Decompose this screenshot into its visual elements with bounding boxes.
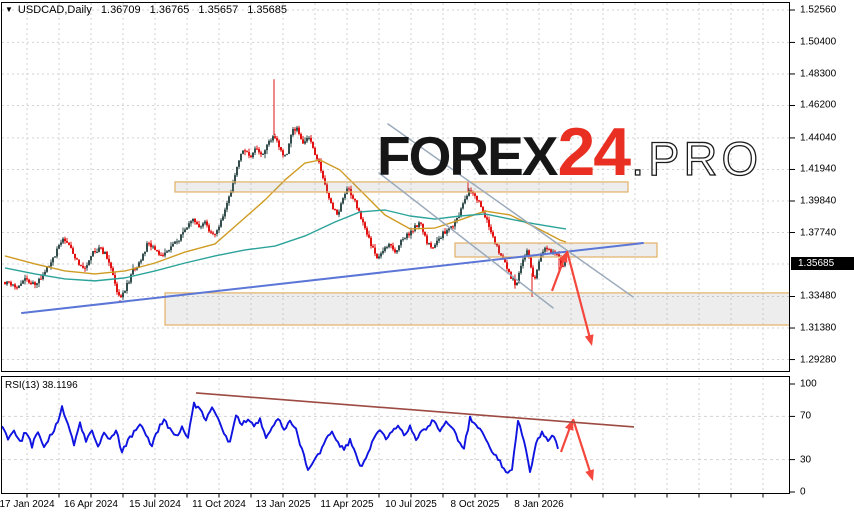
date-axis-label: 11 Oct 2024 (192, 499, 246, 510)
rsi-line (2, 401, 559, 474)
rsi-axis-label: 0 (800, 486, 806, 498)
date-axis-label: 8 Jan 2026 (514, 499, 564, 510)
chart-header: ▼ USDCAD,Daily 1.36709 1.36765 1.35657 1… (5, 4, 287, 16)
date-axis-label: 11 Apr 2025 (320, 499, 374, 510)
watermark-pro: .PRO (630, 132, 763, 185)
ma-mid (4, 209, 567, 282)
price-zone (174, 181, 629, 193)
main-panel-border (1, 2, 790, 372)
symbol-dropdown-icon[interactable]: ▼ (5, 5, 13, 14)
watermark-forex: FOREX (377, 125, 558, 187)
rsi-indicator-label: RSI(13) 38.1196 (5, 380, 78, 391)
trendline-channel-lower (378, 172, 554, 309)
ma-slow (4, 159, 567, 275)
price-axis-label: 1.41940 (800, 163, 837, 175)
ohlc-high: 1.36765 (149, 4, 190, 16)
rsi-axis-label: 100 (800, 378, 817, 390)
main-plot-group (2, 3, 789, 371)
price-axis-label: 1.48300 (800, 68, 837, 80)
date-axis-label: 13 Jan 2025 (255, 499, 311, 510)
date-axis-label: 17 Jan 2024 (0, 499, 55, 510)
price-axis-label: 1.39840 (800, 195, 837, 207)
price-axis-label: 1.44040 (800, 132, 837, 144)
rsi-axis-label: 70 (800, 410, 812, 422)
main-chart-area[interactable] (2, 3, 790, 371)
trendline-channel-upper (387, 123, 634, 298)
price-axis-label: 1.52560 (800, 4, 837, 16)
forecast-arrowhead (585, 469, 594, 481)
date-axis-label: 10 Jul 2025 (385, 499, 437, 510)
forex24pro-watermark: FOREX 24 .PRO (377, 118, 762, 186)
ohlc-close: 1.35685 (247, 4, 287, 16)
trendline-support-ascending (21, 242, 644, 315)
price-axis-label: 1.31380 (800, 322, 837, 334)
ohlc-low: 1.35657 (198, 4, 239, 16)
forecast-arrowhead (558, 250, 568, 263)
watermark-24: 24 (557, 114, 631, 190)
ohlc-open: 1.36709 (100, 4, 141, 16)
rsi-panel-area[interactable] (2, 378, 790, 493)
date-axis-label: 15 Jul 2024 (129, 499, 181, 510)
price-axis-label: 1.50400 (800, 36, 837, 48)
price-axis-label: 1.46200 (800, 99, 837, 111)
symbol-timeframe-label: USDCAD,Daily (17, 4, 92, 16)
date-axis-label: 8 Oct 2025 (450, 499, 500, 510)
trendline-rsi-resistance (195, 392, 635, 428)
rsi-plot-group (2, 378, 789, 493)
price-axis-label: 1.37740 (800, 227, 837, 239)
rsi-panel-border (1, 376, 790, 494)
current-price-tag: 1.35685 (791, 256, 854, 270)
rsi-axis-label: 30 (800, 454, 812, 466)
price-zone (164, 292, 789, 326)
price-axis-label: 1.29280 (800, 354, 837, 366)
price-axis-label: 1.33480 (800, 290, 837, 302)
date-axis-label: 16 Apr 2024 (64, 499, 118, 510)
forecast-arrowhead (584, 334, 594, 347)
